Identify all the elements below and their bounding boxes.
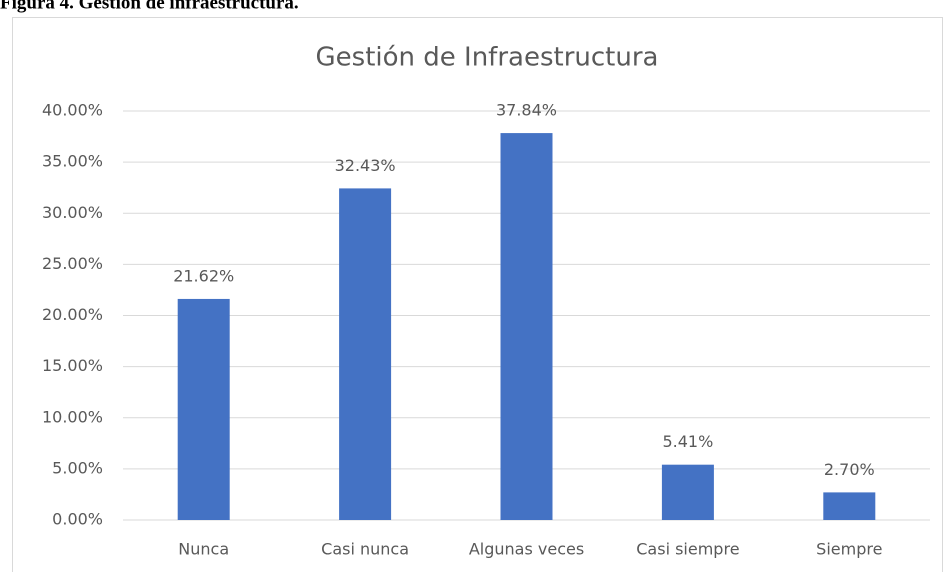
data-label: 2.70% (824, 460, 875, 479)
y-tick-label: 5.00% (52, 458, 103, 477)
y-tick-label: 30.00% (42, 203, 103, 222)
data-label: 32.43% (335, 156, 396, 175)
x-tick-label: Casi nunca (321, 540, 409, 559)
y-tick-label: 25.00% (42, 254, 103, 273)
y-tick-label: 15.00% (42, 356, 103, 375)
caption: Figura 4. Gestión de infraestructura. (0, 0, 299, 13)
y-tick-label: 20.00% (42, 305, 103, 324)
x-tick-label: Casi siempre (636, 540, 739, 559)
y-tick-label: 0.00% (52, 510, 103, 529)
bar (823, 492, 876, 520)
bar (500, 133, 553, 520)
bar (661, 464, 714, 520)
bar (177, 298, 230, 520)
x-tick-label: Siempre (816, 540, 882, 559)
chart-frame (12, 17, 943, 572)
bar (339, 188, 392, 520)
data-label: 37.84% (496, 101, 557, 120)
y-tick-label: 40.00% (42, 101, 103, 120)
data-label: 21.62% (173, 266, 234, 285)
y-tick-label: 10.00% (42, 407, 103, 426)
chart-title: Gestión de Infraestructura (316, 43, 659, 73)
x-tick-label: Algunas veces (469, 540, 584, 559)
data-label: 5.41% (662, 432, 713, 451)
x-tick-label: Nunca (178, 540, 229, 559)
y-tick-label: 35.00% (42, 152, 103, 171)
